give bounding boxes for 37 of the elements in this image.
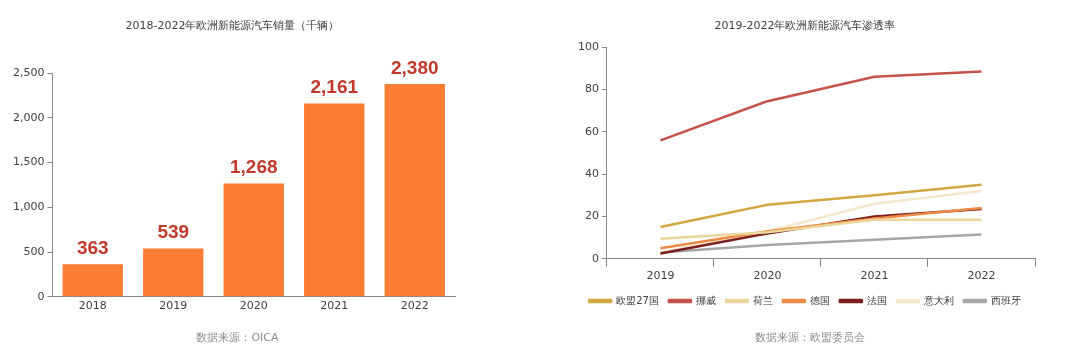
- y-tick-label: 20: [585, 209, 599, 223]
- x-tick-label: 2020: [753, 269, 782, 283]
- y-tick-label: 2,000: [12, 110, 45, 124]
- y-tick-label: 100: [578, 40, 599, 54]
- x-tick-label: 2018: [78, 299, 107, 313]
- x-tick-label: 2021: [860, 269, 889, 283]
- legend-label: 意大利: [922, 294, 954, 306]
- y-tick-label: 500: [23, 244, 45, 258]
- y-tick-label: 2,500: [12, 66, 45, 80]
- y-tick-label: 0: [592, 251, 599, 265]
- legend-label: 法国: [866, 294, 887, 306]
- source-note: 数据来源：OICA: [196, 331, 280, 345]
- x-tick-label: 2019: [159, 299, 188, 313]
- x-tick-label: 2021: [320, 299, 349, 313]
- y-tick-label: 0: [37, 289, 45, 303]
- y-tick-label: 1,000: [12, 200, 45, 214]
- data-label: 363: [76, 237, 109, 259]
- y-tick-label: 1,500: [12, 155, 45, 169]
- data-label: 2,380: [390, 56, 439, 78]
- data-label: 539: [157, 221, 190, 243]
- legend-label: 欧盟27国: [616, 294, 659, 306]
- legend-label: 荷兰: [752, 294, 773, 306]
- y-tick-label: 80: [585, 82, 599, 96]
- legend-label: 挪威: [695, 294, 716, 306]
- x-tick-label: 2020: [239, 299, 268, 313]
- x-tick-label: 2022: [400, 299, 429, 313]
- source-note: 数据来源：欧盟委员会: [755, 331, 865, 345]
- legend-label: 德国: [809, 294, 830, 306]
- chart-title: 2019-2022年欧洲新能源汽车渗透率: [714, 19, 896, 33]
- legend-label: 西班牙: [990, 294, 1021, 306]
- chart-title: 2018-2022年欧洲新能源汽车销量（千辆）: [125, 19, 340, 33]
- y-tick-label: 60: [585, 124, 599, 138]
- data-label: 2,161: [310, 76, 359, 98]
- x-tick-label: 2019: [646, 269, 675, 283]
- data-label: 1,268: [229, 156, 278, 178]
- x-tick-label: 2022: [967, 269, 996, 283]
- y-tick-label: 40: [585, 167, 599, 181]
